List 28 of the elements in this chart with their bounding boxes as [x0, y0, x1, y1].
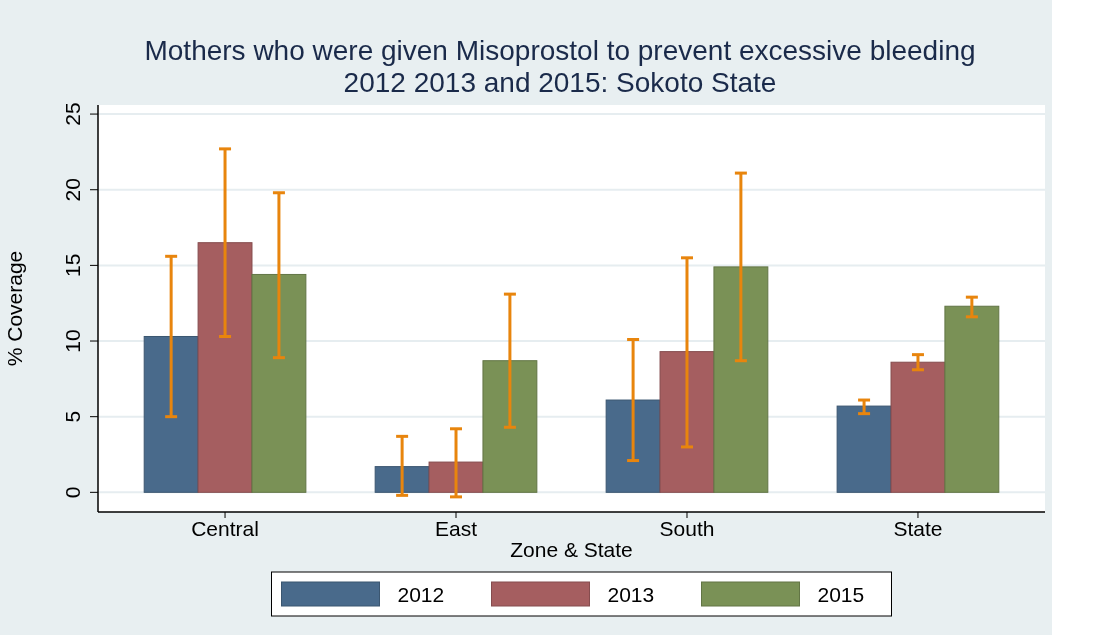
bar [428, 461, 484, 493]
bar [143, 335, 199, 493]
legend-label: 2013 [607, 583, 655, 606]
y-tick-label: 5 [61, 410, 84, 423]
y-tick-label: 20 [61, 178, 84, 202]
x-tick-label: State [893, 517, 943, 540]
bar [713, 266, 769, 493]
bar [374, 466, 430, 493]
bar [605, 399, 661, 493]
y-tick-label: 15 [61, 253, 84, 278]
legend-label: 2015 [817, 583, 865, 606]
y-tick-label: 25 [61, 102, 84, 126]
bar [482, 360, 538, 493]
bar [251, 273, 307, 493]
x-tick-label: South [659, 517, 715, 540]
y-axis-title: % Coverage [3, 250, 26, 367]
bar [944, 305, 1000, 493]
bar [890, 361, 946, 493]
bar [836, 405, 892, 493]
bar [659, 351, 715, 493]
y-tick-label: 0 [61, 486, 84, 499]
chart-title: Mothers who were given Misoprostol to prevent excessive bleeding 2012 2013 and 2015: Sokoto State [144, 35, 976, 98]
y-tick-label: 10 [61, 329, 84, 353]
legend-label: 2012 [397, 583, 445, 606]
x-tick-label: Central [191, 517, 259, 540]
bar [197, 242, 253, 493]
x-axis-title: Zone & State [510, 538, 633, 561]
x-tick-label: East [435, 517, 478, 540]
